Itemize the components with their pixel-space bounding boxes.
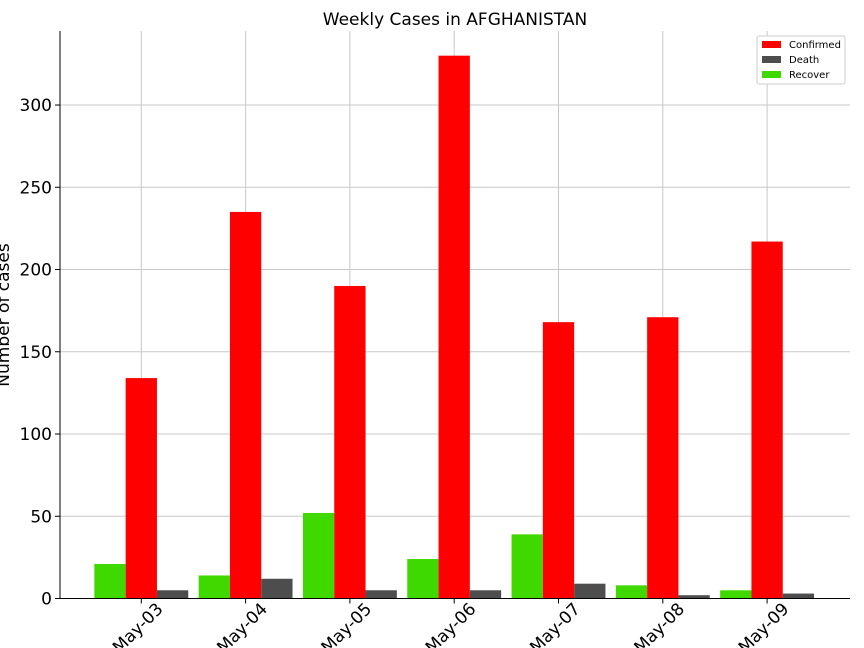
bar-confirmed bbox=[125, 378, 157, 599]
legend-swatch bbox=[762, 71, 781, 78]
bar-recover bbox=[198, 575, 230, 599]
bar-death bbox=[678, 595, 710, 599]
bar-recover bbox=[94, 563, 126, 599]
y-tick-label: 0 bbox=[41, 590, 52, 610]
x-tick-label: May-08 bbox=[631, 599, 689, 648]
bar-confirmed bbox=[751, 241, 783, 599]
bar-death bbox=[782, 593, 815, 599]
bar-death bbox=[365, 590, 397, 599]
x-tick-label: May-07 bbox=[526, 599, 584, 648]
y-tick-label: 100 bbox=[20, 425, 52, 445]
y-tick-label: 50 bbox=[30, 507, 52, 527]
bars bbox=[94, 55, 815, 599]
bar-recover bbox=[407, 559, 439, 599]
legend-swatch bbox=[762, 56, 781, 63]
legend-label: Death bbox=[789, 55, 819, 66]
y-tick-label: 150 bbox=[20, 343, 52, 363]
bar-recover bbox=[615, 585, 648, 599]
x-tick-label: May-04 bbox=[213, 599, 271, 648]
bar-death bbox=[574, 583, 606, 599]
x-tick-label: May-09 bbox=[735, 599, 793, 648]
y-tick-label: 300 bbox=[20, 96, 52, 116]
bar-recover bbox=[720, 590, 752, 599]
chart-title: Weekly Cases in AFGHANISTAN bbox=[323, 10, 587, 30]
bar-death bbox=[469, 590, 502, 599]
bar-recover bbox=[302, 512, 335, 599]
bar-confirmed bbox=[334, 285, 366, 599]
x-tick-label: May-05 bbox=[318, 599, 376, 648]
bar-confirmed bbox=[438, 55, 470, 599]
y-tick-label: 200 bbox=[20, 261, 52, 281]
bar-confirmed bbox=[542, 322, 575, 599]
bar-recover bbox=[511, 534, 543, 599]
y-tick-label: 250 bbox=[20, 178, 52, 198]
legend: Confirmed Death Recover bbox=[756, 35, 846, 85]
axes bbox=[59, 31, 850, 599]
bar-death bbox=[261, 578, 293, 599]
legend-label: Recover bbox=[789, 70, 830, 81]
x-tick-label: May-03 bbox=[109, 599, 167, 648]
bar-death bbox=[156, 590, 189, 599]
bar-confirmed bbox=[647, 317, 679, 599]
x-tick-label: May-06 bbox=[422, 599, 480, 648]
legend-swatch bbox=[762, 41, 781, 48]
bar-confirmed bbox=[229, 211, 262, 599]
legend-label: Confirmed bbox=[789, 40, 841, 51]
y-axis-label: Number of cases bbox=[0, 243, 14, 387]
